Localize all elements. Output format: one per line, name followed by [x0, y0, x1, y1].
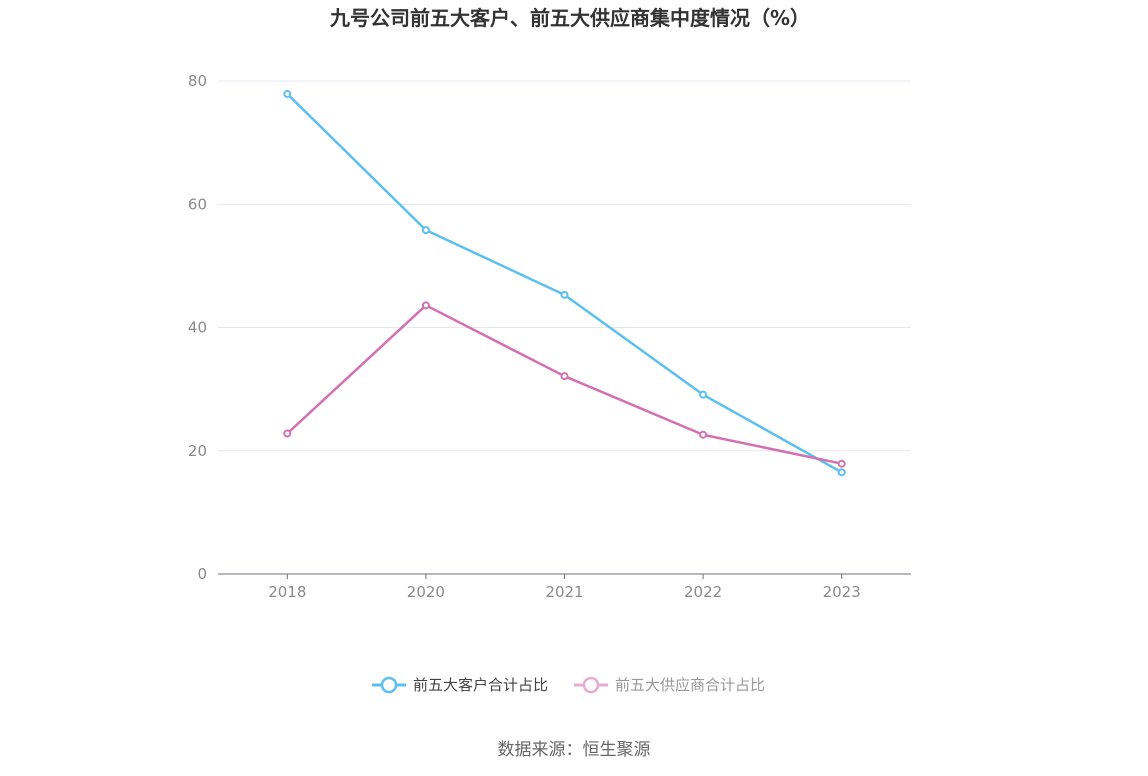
series-line: [286, 93, 843, 474]
legend-item-suppliers[interactable]: 前五大供应商合计占比: [574, 676, 765, 694]
x-tick-label: 2023: [823, 583, 861, 601]
data-point: [560, 290, 569, 299]
series-line: [286, 304, 842, 465]
data-point: [699, 430, 708, 439]
x-tick-label: 2021: [545, 583, 583, 601]
data-point: [283, 89, 292, 98]
y-tick-label: 60: [188, 195, 207, 213]
y-tick-label: 20: [188, 442, 207, 460]
data-point: [837, 459, 846, 468]
data-point: [560, 372, 569, 381]
chart-title: 九号公司前五大客户、前五大供应商集中度情况（%）: [329, 6, 810, 30]
data-point: [421, 301, 430, 310]
data-point: [837, 468, 846, 477]
y-tick-label: 40: [188, 319, 207, 337]
data-source: 数据来源：恒生聚源: [498, 740, 651, 760]
data-point: [421, 226, 430, 235]
legend-item-customers[interactable]: 前五大客户合计占比: [372, 676, 548, 694]
legend-marker-suppliers: [582, 676, 600, 694]
x-tick-label: 2020: [407, 583, 445, 601]
x-axis: 2018 2020 2021 2022 2023: [268, 574, 861, 601]
y-tick-label: 80: [188, 72, 207, 90]
legend-label-customers: 前五大客户合计占比: [413, 676, 548, 694]
series-layer: [283, 89, 846, 477]
legend-marker-customers: [380, 676, 398, 694]
data-point: [699, 390, 708, 399]
legend-label-suppliers: 前五大供应商合计占比: [615, 676, 765, 694]
legend: 前五大客户合计占比 前五大供应商合计占比: [372, 676, 765, 694]
x-tick-label: 2018: [268, 583, 306, 601]
grid: [218, 80, 911, 452]
y-axis: 0 20 40 60 80: [188, 72, 207, 583]
y-tick-label: 0: [197, 565, 207, 583]
data-point: [283, 429, 292, 438]
x-tick-label: 2022: [684, 583, 722, 601]
